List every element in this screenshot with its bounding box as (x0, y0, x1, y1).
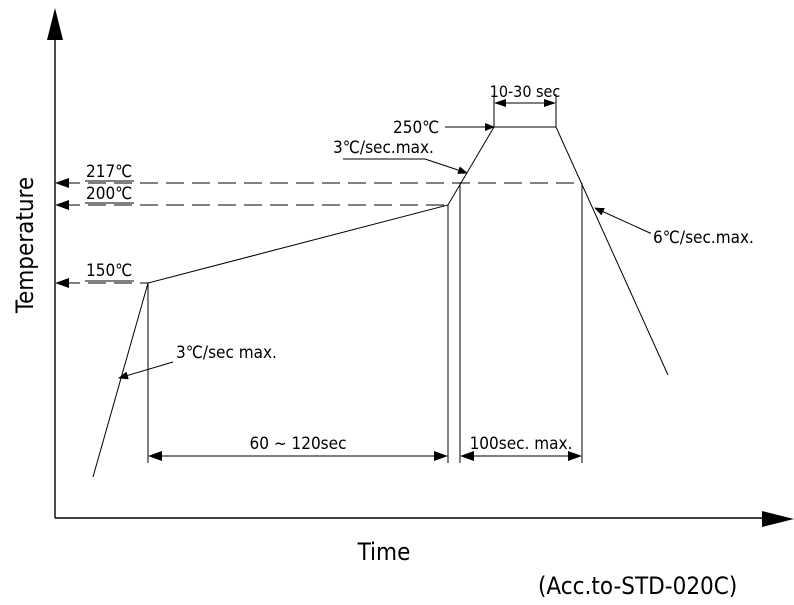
reference-line-217 (55, 178, 582, 188)
reference-line-200 (55, 200, 448, 210)
y-axis-arrowhead (47, 8, 63, 40)
standard-note: (Acc.to-STD-020C) (538, 572, 737, 600)
peak-time-label: 10-30 sec (490, 82, 561, 101)
preheat-time-dimension (148, 451, 448, 461)
temperature-profile-curve (92, 126, 669, 478)
x-axis-arrowhead (762, 511, 794, 527)
preheat-time-label: 60 ~ 120sec (250, 434, 347, 454)
x-axis-label: Time (357, 538, 411, 566)
y-axis (47, 8, 63, 518)
peak-time-dimension (494, 99, 556, 107)
ramp-up-rate-label: 3℃/sec max. (176, 343, 277, 363)
ramp-peak-rate-arrow (424, 158, 468, 174)
cooling-rate-arrow (594, 207, 651, 234)
ramp-up-rate-arrow (118, 361, 174, 380)
temp-label-200: 200℃ (86, 184, 132, 204)
liquidus-time-label: 100sec. max. (470, 434, 573, 454)
temp-label-250: 250℃ (393, 118, 439, 138)
liquidus-time-dimension (460, 451, 582, 461)
reference-line-150 (55, 278, 148, 288)
cooling-rate-label: 6℃/sec.max. (653, 228, 754, 248)
x-axis (55, 511, 794, 527)
temp-label-150: 150℃ (86, 261, 132, 281)
ramp-peak-rate-label: 3℃/sec.max. (333, 138, 434, 158)
temp-label-217: 217℃ (86, 162, 132, 182)
y-axis-label: Temperature (11, 177, 39, 314)
